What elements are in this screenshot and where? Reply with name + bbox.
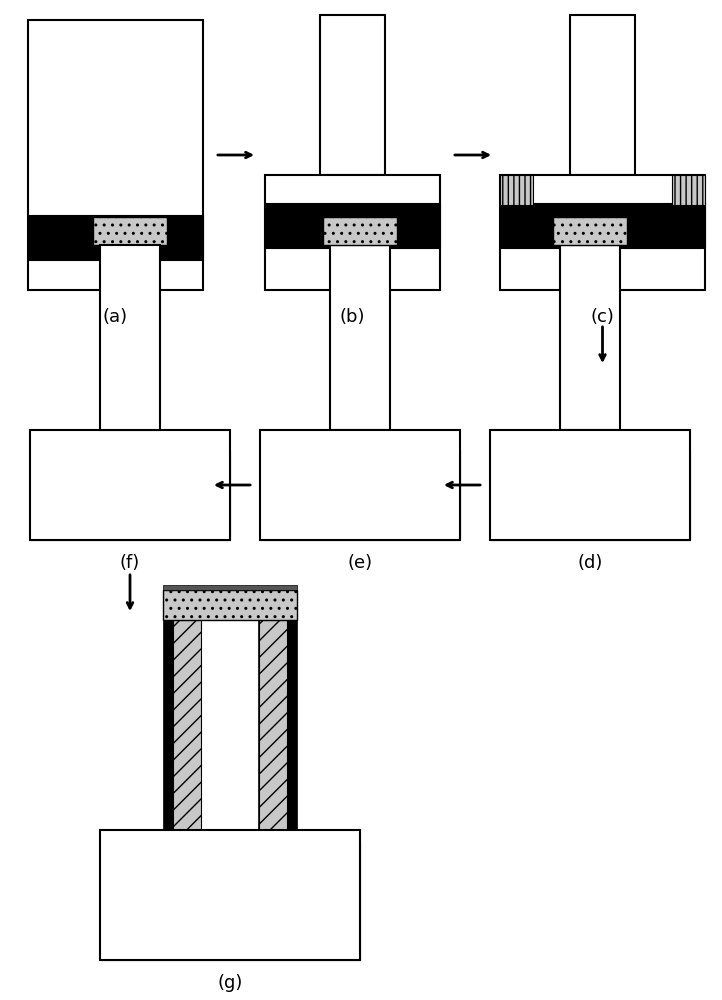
Bar xyxy=(265,175,440,290)
Bar xyxy=(30,430,230,540)
Bar xyxy=(672,175,705,205)
Bar xyxy=(149,245,160,430)
Bar xyxy=(260,443,305,450)
Bar xyxy=(100,245,160,430)
Text: (c): (c) xyxy=(591,308,614,326)
Bar xyxy=(163,620,173,830)
Bar xyxy=(490,520,690,540)
Bar xyxy=(490,488,690,520)
Bar xyxy=(570,15,635,175)
Text: (d): (d) xyxy=(578,554,603,572)
Bar xyxy=(645,450,690,488)
Bar xyxy=(490,443,535,450)
Bar xyxy=(100,842,158,890)
Bar xyxy=(490,450,535,488)
Text: (b): (b) xyxy=(340,308,365,326)
Bar xyxy=(287,620,297,830)
Bar xyxy=(323,217,397,245)
Bar xyxy=(100,930,360,960)
Bar xyxy=(260,450,305,488)
Bar xyxy=(415,443,460,450)
Bar xyxy=(185,450,230,488)
Bar xyxy=(30,488,230,520)
Bar xyxy=(645,443,690,450)
Bar xyxy=(260,430,460,540)
Bar xyxy=(415,450,460,488)
Bar xyxy=(260,488,460,520)
Bar xyxy=(553,217,627,245)
Text: (g): (g) xyxy=(217,974,243,992)
Bar xyxy=(500,175,705,290)
Bar xyxy=(500,203,705,248)
Bar xyxy=(30,450,75,488)
Bar xyxy=(259,620,287,830)
Bar xyxy=(163,585,297,590)
Bar xyxy=(111,245,149,430)
Bar xyxy=(30,520,230,540)
Bar xyxy=(490,430,690,540)
Bar xyxy=(158,842,302,890)
Bar xyxy=(163,590,297,620)
Text: (e): (e) xyxy=(347,554,373,572)
Bar xyxy=(28,215,203,260)
Bar xyxy=(173,620,201,830)
Bar xyxy=(30,443,75,450)
Bar xyxy=(302,834,360,842)
Bar xyxy=(100,245,111,430)
Bar xyxy=(500,175,533,205)
Bar xyxy=(93,217,167,245)
Text: (a): (a) xyxy=(103,308,128,326)
Bar xyxy=(260,520,460,540)
Text: (f): (f) xyxy=(120,554,140,572)
Bar xyxy=(265,203,440,248)
Bar xyxy=(201,620,259,830)
Bar xyxy=(100,834,158,842)
Bar xyxy=(100,890,360,930)
Bar xyxy=(28,20,203,290)
Bar xyxy=(302,842,360,890)
Bar xyxy=(185,443,230,450)
Bar xyxy=(330,245,390,430)
Bar xyxy=(320,15,385,175)
Bar xyxy=(560,245,620,430)
Bar xyxy=(100,830,360,960)
